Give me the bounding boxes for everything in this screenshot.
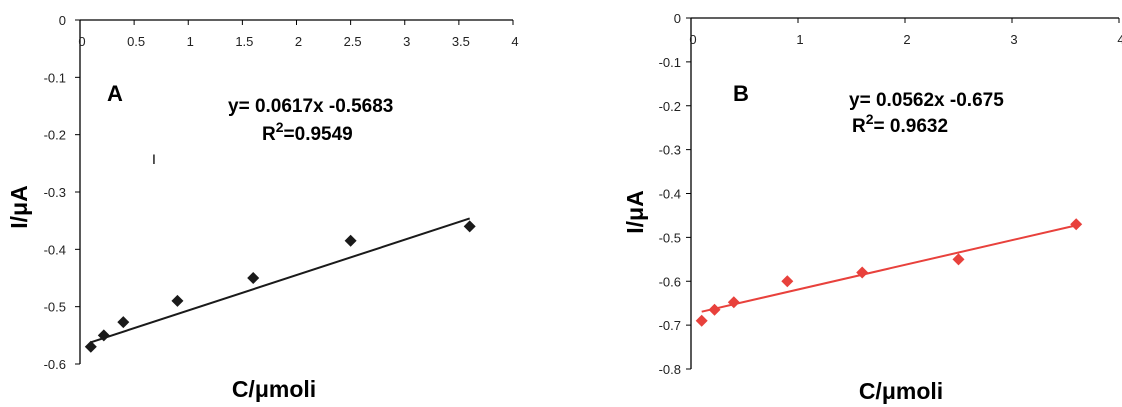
y-tick-label: -0.4 [44,242,66,257]
data-point [727,296,740,309]
data-point [781,275,794,288]
data-point [247,272,260,284]
panel-label: A [107,81,123,106]
trendline [90,217,471,344]
r-squared-prefix: R [852,116,866,137]
panel-label: B [733,81,749,106]
y-axis-title: I/μA [622,190,648,233]
y-tick-label: -0.2 [659,99,681,114]
trendline [701,224,1077,313]
x-tick-label: 1 [796,32,803,47]
y-tick-label: -0.8 [659,362,681,377]
y-tick-label: -0.5 [659,230,681,245]
x-tick-label: 1 [187,34,194,49]
x-tick-label: 3 [403,34,410,49]
x-tick-label: 3 [1010,32,1017,47]
y-axis-title: I/μA [6,185,32,228]
x-tick-label: 2.5 [344,34,362,49]
x-tick-label: 2 [903,32,910,47]
data-point [708,303,721,316]
r-squared-prefix: R [262,124,276,145]
y-tick-label: -0.3 [44,185,66,200]
trendline-equation: y= 0.0562x -0.675 [849,90,1004,111]
x-tick-label: 4 [511,34,518,49]
data-point [344,234,357,247]
r-squared-superscript: 2 [866,111,874,127]
data-point [952,253,965,266]
trendline-equation: y= 0.0617x -0.5683 [228,96,393,117]
x-tick-label: 2 [295,34,302,49]
y-tick-label: 0 [674,11,681,26]
y-tick-label: -0.5 [44,300,66,315]
x-tick-label: 0 [689,32,696,47]
r-squared-label: R2=0.9549 [262,119,353,145]
x-tick-label: 0 [78,34,85,49]
data-point [463,220,476,233]
x-axis-title: C/μmoli [859,378,943,404]
y-tick-label: -0.4 [659,187,681,202]
y-tick-label: -0.1 [659,55,681,70]
data-point [695,314,708,327]
x-tick-label: 4 [1117,32,1122,47]
data-point [856,266,869,279]
y-tick-label: -0.2 [44,128,66,143]
data-point [84,340,97,353]
r-squared-value: = 0.9632 [874,116,949,137]
r-squared-value: =0.9549 [284,124,353,145]
chart-panel-b: 0 1 2 3 4 0 -0.1 -0.2 -0.3 -0.4 -0.5 -0.6 -0.7 -0.8 B… [622,11,1122,404]
x-tick-label: 0.5 [127,34,145,49]
y-tick-label: 0 [59,13,66,28]
data-point [117,316,130,329]
y-tick-label: -0.3 [659,143,681,158]
data-point [97,329,110,342]
y-tick-label: -0.7 [659,318,681,333]
data-point [1070,218,1083,231]
x-tick-label: 1.5 [235,34,253,49]
r-squared-superscript: 2 [276,119,284,135]
y-tick-label: -0.6 [44,357,66,372]
stray-mark: I [152,151,156,167]
x-axis-title: C/μmoli [232,376,316,402]
r-squared-label: R2= 0.9632 [852,111,948,137]
x-tick-label: 3.5 [452,34,470,49]
y-tick-label: -0.6 [659,274,681,289]
y-tick-label: -0.1 [44,70,66,85]
data-point [171,294,184,307]
chart-panel-a: 0 0.5 1 1.5 2 2.5 3 3.5 4 0 -0.1 -0.2 -0.3 -0.4 -0.5 -0… [6,13,519,402]
